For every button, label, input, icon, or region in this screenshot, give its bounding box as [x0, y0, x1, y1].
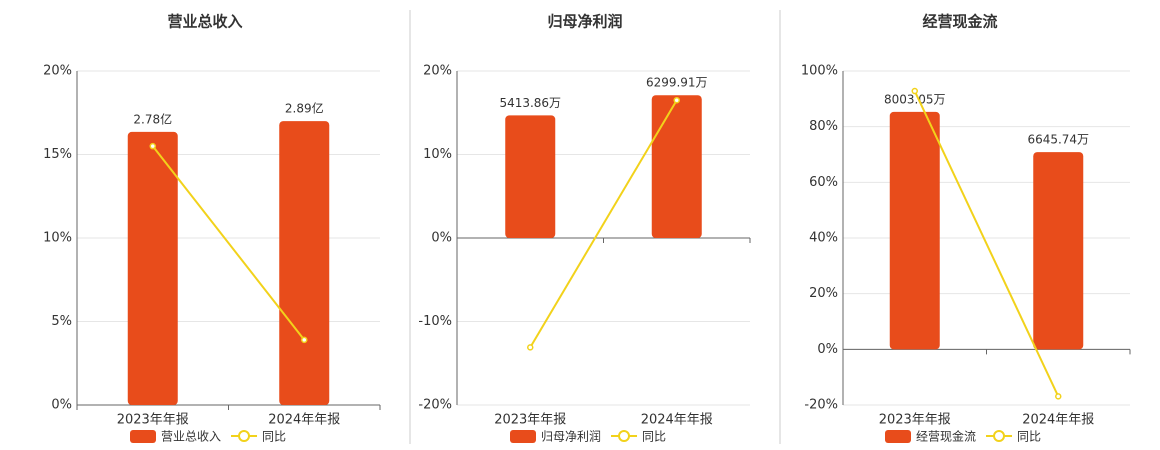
line-point [673, 96, 680, 104]
x-tick-label: 2024年年报 [641, 413, 713, 428]
value-label: 8003.05万 [884, 92, 946, 106]
y-tick-label: 80% [809, 119, 838, 134]
chart-title: 归母净利润 [547, 13, 622, 31]
bar [651, 95, 702, 239]
y-tick-label: 15% [43, 147, 72, 162]
y-tick-label: 10% [423, 147, 452, 162]
legend-label: 营业总收入 [161, 430, 221, 444]
value-label: 5413.86万 [499, 96, 561, 110]
y-tick-label: 100% [801, 64, 838, 79]
value-label: 2.78亿 [133, 111, 172, 126]
line-series [529, 99, 678, 348]
legend-swatch [510, 430, 536, 443]
legend-swatch [130, 430, 156, 443]
bar [889, 111, 940, 350]
x-tick-label: 2023年年报 [879, 413, 951, 428]
y-tick-label: 20% [43, 64, 72, 79]
y-tick-label: 0% [431, 231, 452, 246]
value-label: 2.89亿 [285, 101, 324, 116]
y-tick-label: 20% [423, 64, 452, 79]
y-tick-label: 10% [43, 231, 72, 246]
bar [1033, 152, 1084, 350]
y-tick-label: 0% [817, 342, 838, 357]
x-tick-label: 2024年年报 [1022, 413, 1094, 428]
legend-swatch [993, 430, 1006, 442]
line-point [1055, 393, 1062, 400]
line-point [301, 336, 308, 344]
y-tick-label: 60% [809, 175, 838, 190]
y-tick-label: -20% [418, 398, 452, 413]
legend-label: 同比 [642, 430, 666, 444]
x-tick-label: 2024年年报 [268, 413, 340, 428]
legend-label: 同比 [262, 430, 286, 444]
y-tick-label: 20% [809, 286, 838, 301]
line-point [149, 142, 156, 150]
line-series [913, 90, 1060, 397]
x-tick-label: 2023年年报 [117, 413, 189, 428]
legend-swatch [618, 430, 631, 442]
line-series [151, 145, 306, 341]
line-point [911, 87, 918, 95]
y-tick-label: -20% [804, 398, 838, 413]
legend-swatch [885, 430, 911, 443]
y-tick-label: 0% [51, 398, 72, 413]
line-point [527, 344, 534, 351]
bar [505, 115, 556, 238]
legend-swatch [238, 430, 251, 442]
legend-label: 经营现金流 [916, 429, 976, 444]
y-tick-label: 5% [51, 314, 72, 329]
value-label: 6299.91万 [646, 76, 708, 90]
bar [279, 121, 330, 405]
value-label: 6645.74万 [1027, 133, 1089, 147]
y-tick-label: 40% [809, 231, 838, 246]
bar [127, 131, 178, 405]
x-tick-label: 2023年年报 [494, 413, 566, 428]
legend-label: 同比 [1017, 430, 1041, 444]
chart-title: 经营现金流 [922, 13, 997, 31]
legend-label: 归母净利润 [541, 430, 601, 444]
chart-title: 营业总收入 [167, 13, 242, 31]
y-tick-label: -10% [418, 314, 452, 329]
